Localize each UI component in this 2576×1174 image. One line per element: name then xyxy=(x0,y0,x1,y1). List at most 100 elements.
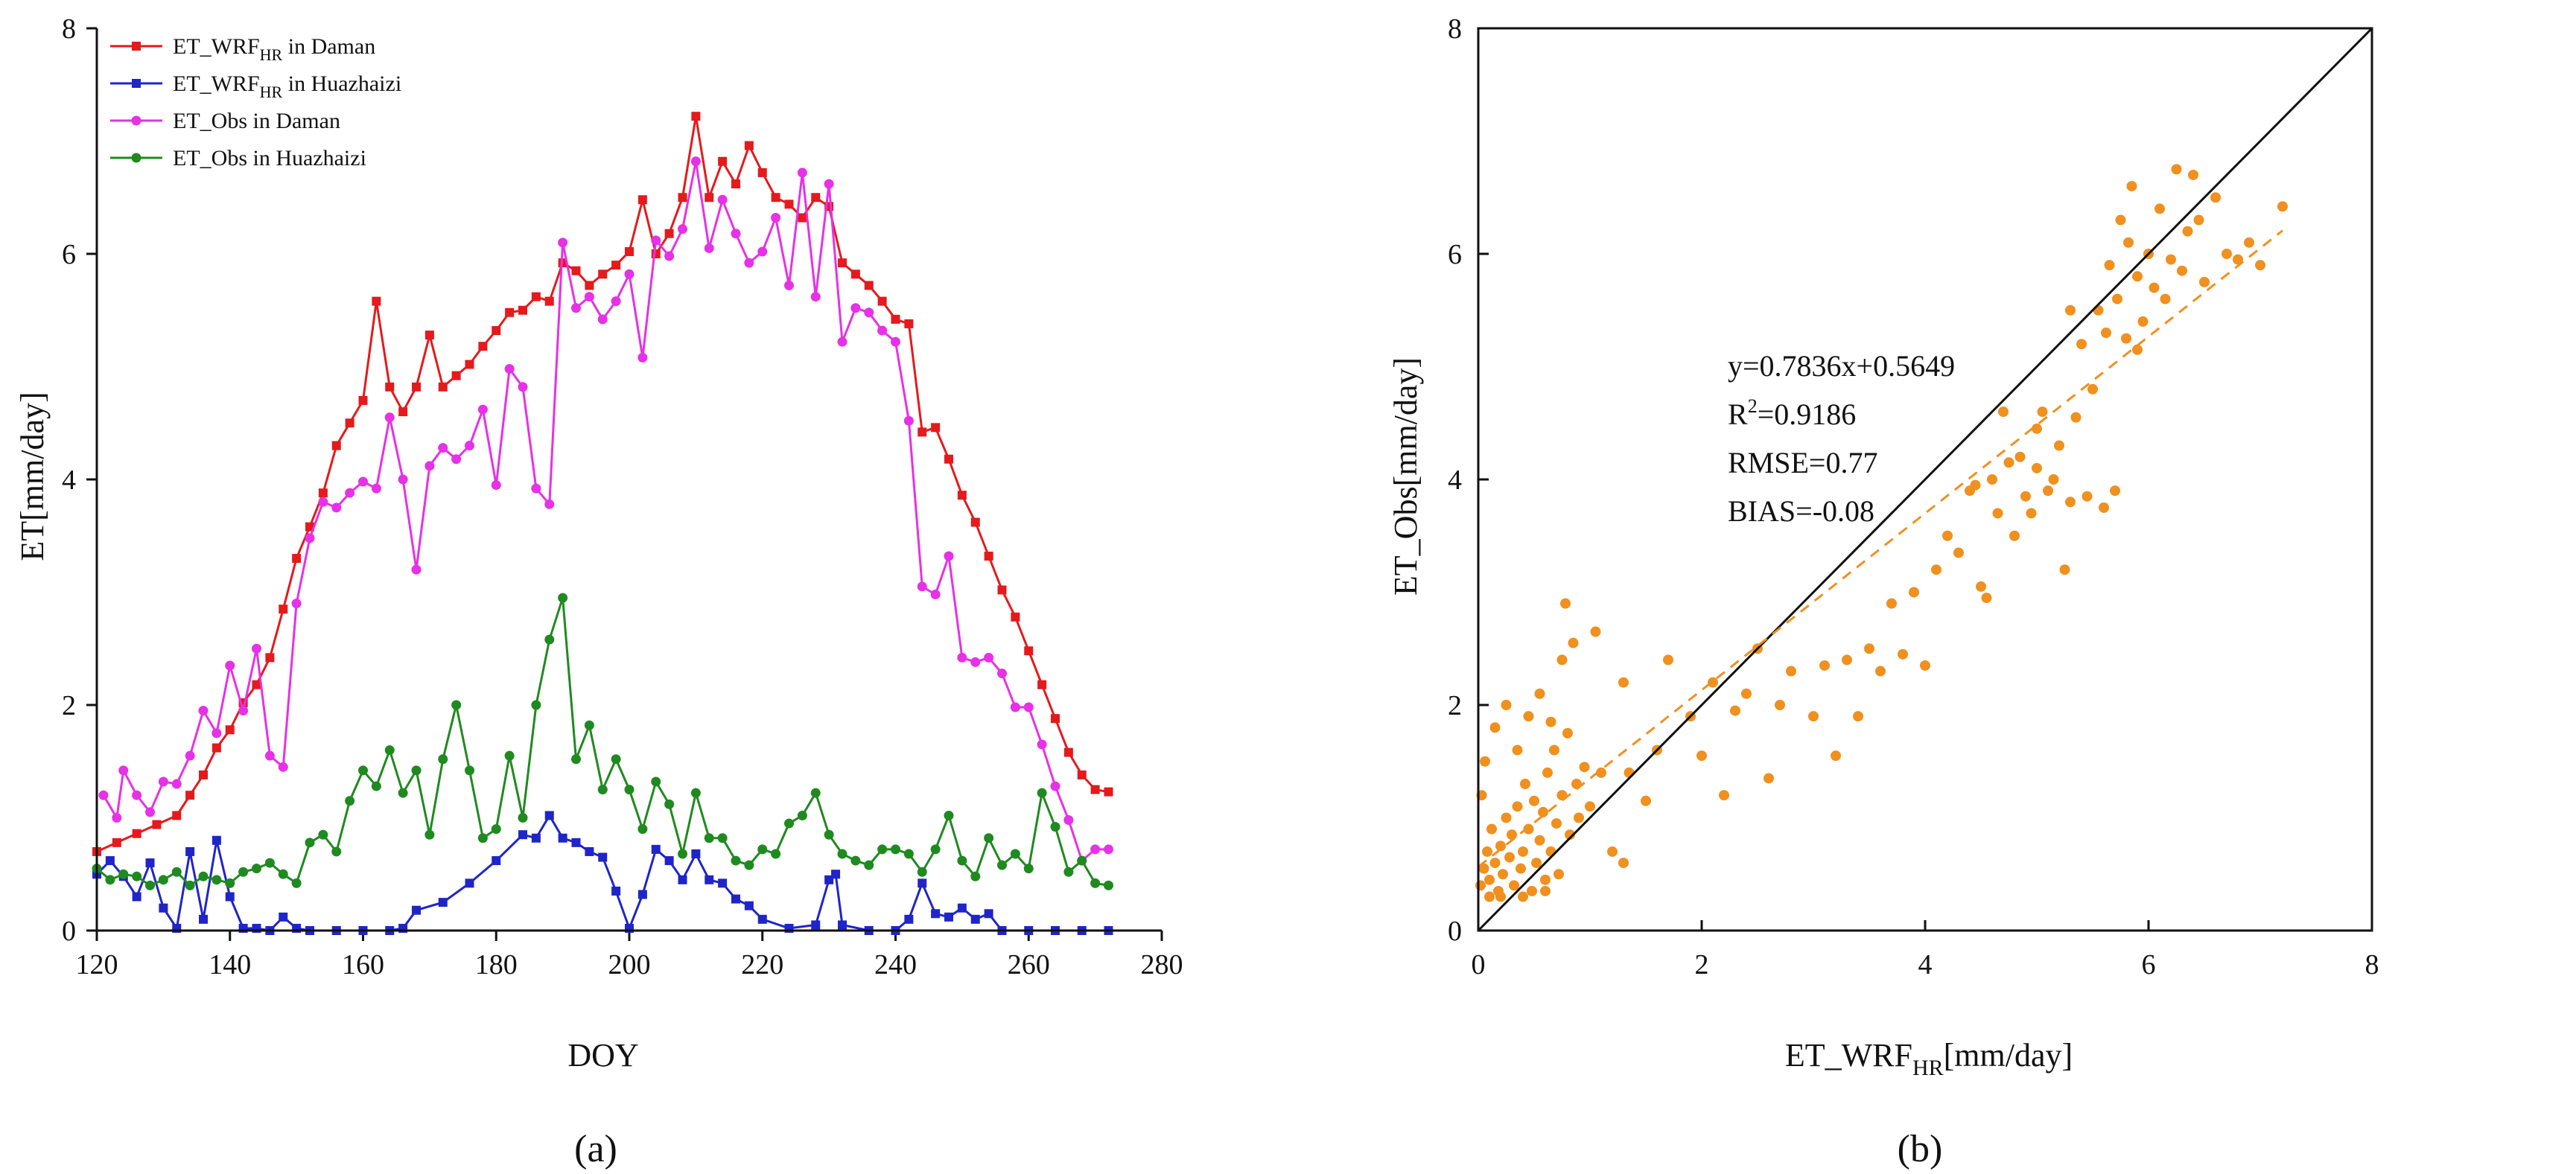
data-point xyxy=(611,754,621,765)
data-point xyxy=(279,604,288,614)
data-point xyxy=(491,480,501,491)
scatter-point xyxy=(1482,846,1492,857)
scatter-point xyxy=(2037,406,2048,418)
scatter-point xyxy=(1531,858,1542,869)
scatter-point xyxy=(1579,762,1590,773)
scatter-point xyxy=(2110,485,2120,497)
data-point xyxy=(864,281,874,290)
panel-a-x-tick-label: 140 xyxy=(209,949,251,980)
data-point xyxy=(877,325,888,336)
data-point xyxy=(1051,714,1060,724)
panel-a-y-tick-label: 4 xyxy=(62,465,76,496)
data-point xyxy=(1063,867,1074,877)
scatter-point xyxy=(2014,451,2026,462)
panel-b-scatter-chart: ET_Obs[mm/day] ET_WRFHR[mm/day] 0 2 4 6 8 0 2 4… xyxy=(1387,13,2379,1170)
data-point xyxy=(518,830,527,840)
scatter-point xyxy=(2032,423,2042,434)
data-point xyxy=(931,423,941,433)
panel-b-x-axis-label-rest: [mm/day] xyxy=(1944,1037,2073,1073)
panel-a-y-tick-label: 6 xyxy=(62,239,76,270)
scatter-point xyxy=(1484,891,1495,902)
scatter-point xyxy=(1663,654,1673,666)
scatter-point xyxy=(1523,711,1534,722)
scatter-point xyxy=(2093,304,2104,316)
data-point xyxy=(291,878,302,888)
data-point xyxy=(398,788,408,798)
scatter-point xyxy=(1741,688,1752,699)
data-point xyxy=(105,875,115,885)
data-point xyxy=(1024,646,1034,656)
data-point xyxy=(1011,612,1020,622)
data-point xyxy=(651,844,661,854)
data-point xyxy=(637,352,648,363)
scatter-point xyxy=(2115,214,2126,226)
scatter-point xyxy=(2182,226,2193,237)
data-point xyxy=(331,441,341,450)
data-point xyxy=(611,886,621,896)
scatter-point xyxy=(1942,530,1953,541)
data-point xyxy=(212,835,221,845)
data-point xyxy=(944,912,953,922)
data-point xyxy=(132,892,141,902)
data-point xyxy=(704,833,714,843)
panel-b-label: (b) xyxy=(1898,1128,1943,1170)
data-point xyxy=(531,700,541,710)
legend-swatch-marker xyxy=(131,115,141,126)
data-point xyxy=(504,364,515,374)
scatter-point xyxy=(1562,727,1573,738)
data-point xyxy=(664,229,674,238)
data-point xyxy=(903,415,914,426)
data-point xyxy=(731,229,741,239)
data-point xyxy=(731,855,741,866)
panel-b-y-tick-label: 0 xyxy=(1448,916,1462,947)
data-point xyxy=(558,593,568,603)
series-et-wrfhr-in-huazhaizi xyxy=(92,811,1113,935)
scatter-point xyxy=(1992,508,2003,519)
legend-swatch-marker xyxy=(131,153,141,163)
scatter-point xyxy=(2188,169,2198,180)
scatter-point xyxy=(1484,874,1495,885)
data-point xyxy=(225,892,235,902)
scatter-point xyxy=(2099,502,2109,513)
scatter-point xyxy=(1641,795,1651,806)
data-point xyxy=(132,790,142,800)
scatter-point xyxy=(1507,829,1517,840)
data-point xyxy=(997,669,1007,679)
data-point xyxy=(199,770,208,779)
data-point xyxy=(212,743,221,753)
panel-b-x-tick-label: 0 xyxy=(1472,949,1486,980)
panel-a-y-axis-label: ET[mm/day] xyxy=(14,392,51,561)
data-point xyxy=(438,443,448,453)
scatter-point xyxy=(2087,383,2098,395)
scatter-point xyxy=(1853,711,1863,722)
scatter-point xyxy=(1898,648,1908,660)
data-point xyxy=(1063,747,1073,757)
data-point xyxy=(112,838,121,847)
scatter-point xyxy=(1590,626,1601,637)
data-point xyxy=(731,894,740,904)
series-line xyxy=(95,813,1109,932)
data-point xyxy=(811,920,821,930)
data-point xyxy=(158,875,168,885)
panel-a-line-chart: ET[mm/day] DOY 120 140 160 180 200 220 240 260 2… xyxy=(14,13,1183,1170)
scatter-point xyxy=(1981,593,1992,604)
panel-b-y-tick-label: 2 xyxy=(1448,690,1462,721)
data-point xyxy=(611,261,621,270)
data-point xyxy=(1090,844,1101,855)
scatter-point xyxy=(2160,293,2171,304)
data-point xyxy=(810,292,821,302)
scatter-point xyxy=(1808,711,1819,722)
scatter-point xyxy=(2171,164,2182,175)
data-point xyxy=(358,476,368,487)
scatter-point xyxy=(2121,333,2131,344)
data-point xyxy=(1063,815,1074,826)
data-point xyxy=(957,652,967,663)
data-point xyxy=(664,799,675,809)
data-point xyxy=(1077,855,1087,866)
scatter-point xyxy=(1542,767,1553,778)
panel-b-x-tick-label: 8 xyxy=(2365,949,2379,980)
data-point xyxy=(784,818,794,829)
data-point xyxy=(637,890,647,899)
data-point xyxy=(1090,878,1101,888)
scatter-point xyxy=(1534,688,1545,699)
